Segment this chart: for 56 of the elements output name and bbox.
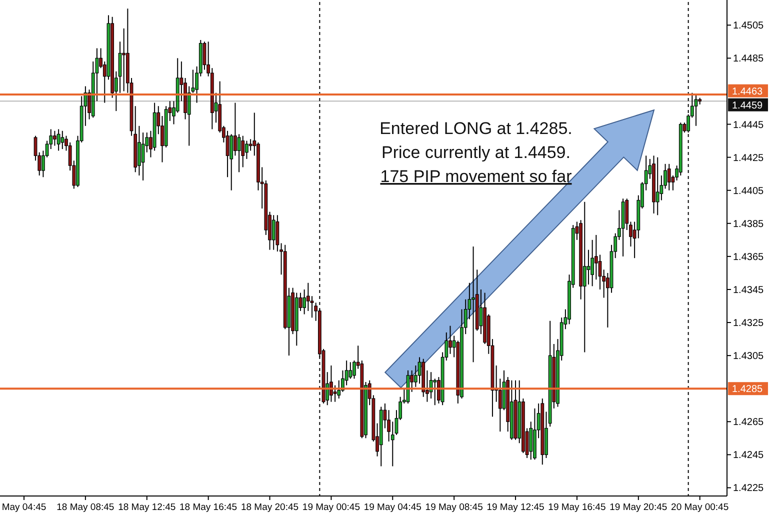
y-tick-label: 1.4245 — [733, 450, 764, 462]
candlestick — [53, 130, 56, 146]
candlestick — [276, 214, 280, 252]
candlestick — [60, 130, 64, 150]
y-tick-label: 1.4505 — [733, 20, 764, 32]
candlestick — [241, 135, 245, 168]
y-tick-label: 1.4485 — [733, 54, 764, 65]
candlestick — [226, 130, 230, 178]
candlestick — [237, 134, 241, 173]
x-tick-label: 19 May 20:45 — [610, 502, 668, 513]
y-tick-label: 1.4405 — [733, 186, 764, 197]
x-tick-label: 20 May 00:45 — [671, 502, 729, 513]
candlestick — [56, 128, 60, 152]
ref-line-label: 1.4459 — [732, 100, 764, 112]
candlestick — [245, 140, 248, 160]
annotation: Entered LONG at 1.4285. — [380, 119, 572, 138]
x-tick-label: 18 May 12:45 — [118, 502, 176, 513]
x-tick-label: 19 May 08:45 — [425, 502, 483, 513]
candlestick — [122, 28, 126, 92]
annotation: 175 PIP movement so far — [380, 167, 572, 186]
candlestick — [330, 364, 333, 402]
candlestick — [472, 246, 475, 363]
y-tick-label: 1.4365 — [733, 252, 764, 263]
x-tick-label: 19 May 00:45 — [302, 502, 360, 513]
y-tick-label: 1.4225 — [733, 483, 764, 494]
y-tick-label: 1.4325 — [733, 318, 764, 330]
candlestick — [694, 94, 698, 126]
y-tick-label: 1.4445 — [733, 120, 764, 131]
x-tick-label: 18 May 08:45 — [56, 502, 114, 513]
x-tick-label: 19 May 12:45 — [486, 502, 544, 513]
candlestick — [448, 325, 452, 354]
y-tick-label: 1.4305 — [733, 351, 764, 362]
candlestick — [433, 378, 437, 406]
candlestick — [656, 156, 660, 216]
x-tick-label: May 04:45 — [2, 502, 46, 513]
ref-line-label: 1.4285 — [732, 384, 764, 396]
candlestick — [586, 249, 590, 286]
y-tick-label: 1.4345 — [733, 284, 764, 296]
x-tick-label: 18 May 20:45 — [240, 502, 299, 513]
y-tick-label: 1.4425 — [733, 152, 764, 164]
candlestick — [348, 362, 352, 380]
x-tick-label: 19 May 16:45 — [548, 502, 606, 513]
candlestick — [598, 254, 602, 290]
annotation: Price currently at 1.4459. — [382, 143, 570, 162]
ref-line-label: 1.4463 — [732, 86, 764, 98]
candlestick — [590, 239, 594, 287]
y-tick-label: 1.4385 — [733, 218, 764, 230]
candlestick — [248, 138, 252, 152]
x-tick-label: 19 May 04:45 — [364, 502, 422, 513]
y-tick-label: 1.4265 — [733, 417, 764, 428]
candlestick — [333, 384, 337, 402]
x-tick-label: 18 May 16:45 — [180, 502, 238, 513]
candlestick — [667, 163, 671, 191]
candlestick — [310, 296, 314, 318]
candlestick — [272, 214, 276, 250]
candlestick — [582, 201, 586, 353]
